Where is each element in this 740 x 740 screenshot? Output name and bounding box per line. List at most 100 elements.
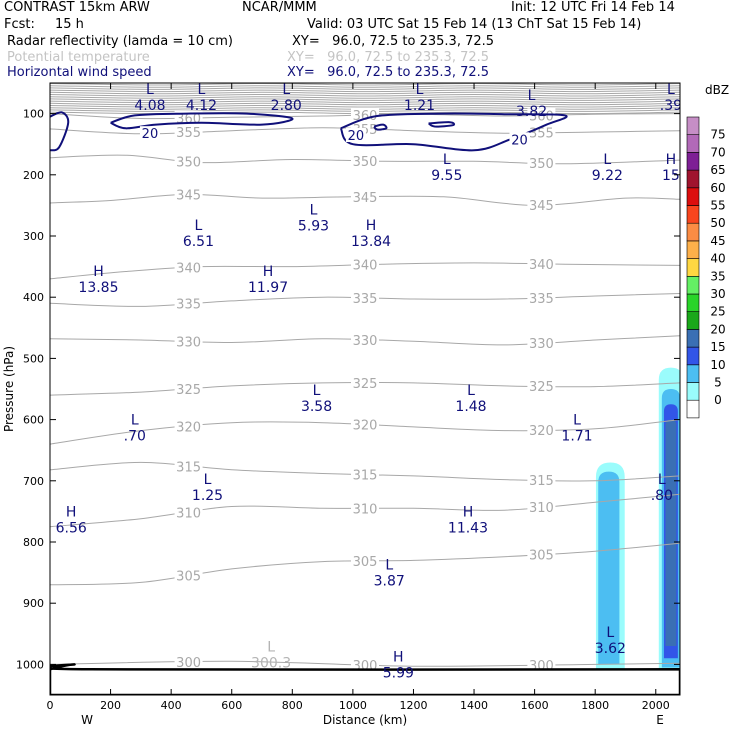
theta-contour-label: 315: [529, 474, 554, 489]
theta-contour-upper: [50, 100, 680, 104]
colorbar: 0 5 10 15 20 25 30 35 40 45 50 55 60 65 70 75: [686, 116, 726, 419]
theta-contour-label: 310: [529, 501, 554, 516]
theta-contour: [50, 660, 680, 667]
theta-label-bg: [527, 547, 556, 562]
colorbar-level-label: 75: [710, 128, 725, 142]
theta-contour-label: 305: [353, 555, 378, 570]
theta-label-bg: [351, 375, 379, 390]
theta-label-bg: [351, 291, 379, 306]
theta-label-bg: [527, 473, 556, 488]
extremum-value: 13.84: [351, 234, 391, 250]
extremum-value: 15: [662, 168, 680, 184]
extremum-type: L: [606, 625, 614, 641]
x-tick-label: 400: [161, 699, 182, 712]
extremum-type: H: [463, 504, 474, 520]
colorbar-level-label: 25: [710, 305, 725, 319]
colorbar-swatch: [686, 311, 700, 330]
theta-contour-label: 335: [176, 297, 201, 312]
org-name: NCAR/MMM: [242, 0, 317, 15]
theta-contour-label: 350: [529, 157, 554, 172]
colorbar-swatch: [686, 222, 700, 242]
theta-label-bg: [174, 296, 203, 311]
extremum-type: L: [658, 472, 666, 488]
extremum-type: L: [204, 472, 212, 488]
wind-contours: 20 20 20: [50, 111, 680, 695]
theta-extremum-type: L: [267, 639, 275, 655]
theta-label-bg: [351, 189, 379, 204]
colorbar-swatch: [686, 240, 700, 259]
extremum-type: H: [666, 152, 677, 168]
theta-label-bg: [351, 108, 379, 123]
theta-label-bg: [527, 290, 556, 305]
x-tick-label: 600: [221, 699, 242, 712]
theta-contour-label: 345: [529, 199, 554, 214]
theta-label-bg: [174, 459, 203, 474]
theta-contour-label: 355: [529, 127, 554, 142]
colorbar-level-label: 65: [710, 163, 725, 177]
theta-contour-upper: [50, 93, 680, 97]
theta-label-bg: [351, 153, 379, 168]
theta-contour-upper: [50, 96, 680, 99]
colorbar-swatch: [686, 399, 700, 419]
theta-contour-upper: [50, 89, 680, 93]
wind-label-bg: [509, 132, 530, 147]
extremum-value: 1.48: [455, 399, 486, 415]
extremum-type: L: [198, 82, 206, 98]
colorbar-level-label: 60: [710, 181, 725, 195]
colorbar-level-label: 55: [710, 199, 725, 213]
x-tick-label: 2000: [642, 699, 670, 712]
terrain-surface: [50, 663, 680, 695]
theta-label-bg: [527, 499, 556, 514]
theta-label-bg: [174, 260, 203, 275]
theta-label-bg: [527, 422, 556, 437]
extremum-value: 2.80: [271, 98, 302, 114]
theta-contour-label: 340: [176, 261, 201, 276]
colorbar-swatch: [686, 134, 700, 153]
forecast-label: Fcst:: [4, 17, 35, 32]
wind-contour: [428, 121, 456, 128]
extremum-value: 4.12: [186, 98, 217, 114]
colorbar-swatch: [686, 169, 700, 189]
colorbar-level-label: 45: [710, 234, 725, 248]
theta-contour-label: 350: [176, 155, 201, 170]
east-end-label: E: [656, 713, 664, 727]
field-xy-theta: XY= 96.0, 72.5 to 235.3, 72.5: [287, 50, 490, 65]
theta-label-bg: [527, 156, 556, 171]
theta-label-bg: [527, 335, 556, 350]
extremum-type: L: [313, 383, 321, 399]
axes: 0 200 400 600 800 1000 1200 1400 1600 1800 2000 100…: [16, 83, 680, 712]
west-end-label: W: [81, 713, 93, 727]
theta-label-bg: [351, 501, 379, 516]
extremum-value: 13.85: [78, 280, 118, 296]
theta-contour-label: 310: [176, 506, 201, 521]
theta-label-bg: [174, 381, 203, 396]
field-xy-reflectivity: XY= 96.0, 72.5 to 235.3, 72.5: [292, 34, 495, 49]
colorbar-level-label: 5: [714, 376, 722, 390]
field-name-theta: Potential temperature: [7, 50, 150, 65]
colorbar-swatch: [686, 258, 700, 277]
wind-contour-label: 20: [142, 127, 159, 142]
valid-time: Valid: 03 UTC Sat 15 Feb 14 (13 ChT Sat …: [307, 17, 642, 32]
extremum-value: 4.08: [134, 98, 165, 114]
theta-label-bg: [527, 256, 556, 271]
field-xy-wind: XY= 96.0, 72.5 to 235.3, 72.5: [287, 65, 490, 80]
theta-contour-label: 315: [353, 469, 378, 484]
theta-label-bg: [174, 568, 203, 583]
theta-label-bg: [174, 505, 203, 520]
colorbar-swatch: [686, 205, 700, 224]
theta-contour-label: 340: [529, 258, 554, 273]
theta-label-bg: [174, 187, 203, 202]
extremum-value: 5.99: [383, 665, 414, 681]
wind-contour-label: 20: [348, 129, 365, 144]
theta-label-bg: [351, 467, 379, 482]
x-axis-label: Distance (km): [323, 713, 407, 727]
theta-contour-label: 360: [529, 109, 554, 124]
theta-contour-upper: [50, 98, 680, 101]
y-tick-label: 500: [23, 352, 44, 365]
theta-contour-label: 345: [353, 191, 378, 206]
colorbar-swatch: [686, 364, 700, 383]
extremum-type: L: [146, 82, 154, 98]
y-axis-label: Pressure (hPa): [2, 346, 16, 432]
extremum-type: L: [310, 203, 318, 219]
theta-contour-label: 330: [529, 337, 554, 352]
